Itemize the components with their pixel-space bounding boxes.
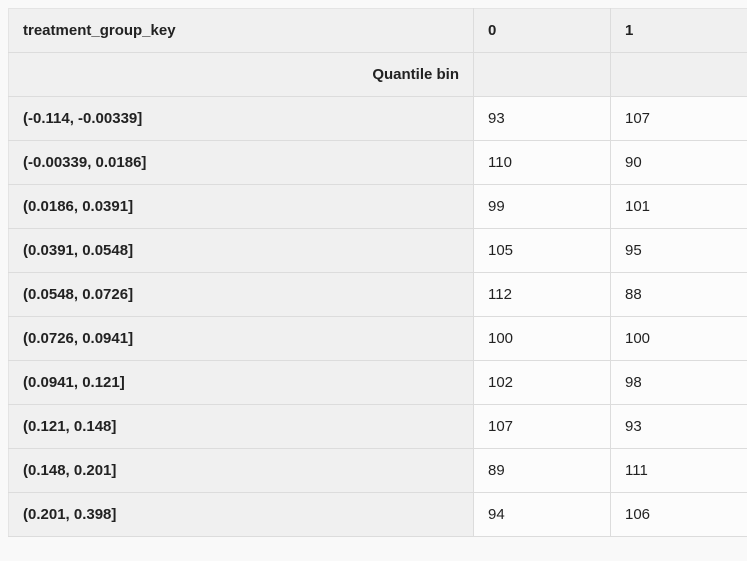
table-cell: 106 bbox=[610, 492, 747, 537]
table-row: (0.0941, 0.121] 102 98 bbox=[8, 360, 747, 405]
row-label: (0.0941, 0.121] bbox=[8, 360, 474, 405]
table-cell: 95 bbox=[610, 228, 747, 273]
table-cell: 101 bbox=[610, 184, 747, 229]
row-label: (0.121, 0.148] bbox=[8, 404, 474, 449]
table-cell: 102 bbox=[473, 360, 611, 405]
table-header: treatment_group_key 0 1 Quantile bin bbox=[8, 8, 747, 97]
table-cell: 89 bbox=[473, 448, 611, 493]
dataframe-container: treatment_group_key 0 1 Quantile bin (-0… bbox=[8, 8, 747, 537]
table-cell: 94 bbox=[473, 492, 611, 537]
row-label: (-0.114, -0.00339] bbox=[8, 96, 474, 141]
table-cell: 110 bbox=[473, 140, 611, 185]
index-header-row: Quantile bin bbox=[8, 52, 747, 97]
table-cell: 93 bbox=[610, 404, 747, 449]
row-label: (0.0548, 0.0726] bbox=[8, 272, 474, 317]
table-row: (0.148, 0.201] 89 111 bbox=[8, 448, 747, 493]
column-header-0: 0 bbox=[473, 8, 611, 53]
column-header-1: 1 bbox=[610, 8, 747, 53]
row-label: (0.0186, 0.0391] bbox=[8, 184, 474, 229]
table-row: (0.121, 0.148] 107 93 bbox=[8, 404, 747, 449]
table-cell: 107 bbox=[610, 96, 747, 141]
row-label: (0.0391, 0.0548] bbox=[8, 228, 474, 273]
table-cell: 100 bbox=[610, 316, 747, 361]
table-cell: 98 bbox=[610, 360, 747, 405]
index-header-blank bbox=[473, 52, 611, 97]
table-cell: 111 bbox=[610, 448, 747, 493]
table-row: (0.0548, 0.0726] 112 88 bbox=[8, 272, 747, 317]
row-label: (0.0726, 0.0941] bbox=[8, 316, 474, 361]
table-row: (-0.114, -0.00339] 93 107 bbox=[8, 96, 747, 141]
index-header-blank bbox=[610, 52, 747, 97]
table-cell: 88 bbox=[610, 272, 747, 317]
dataframe-table: treatment_group_key 0 1 Quantile bin (-0… bbox=[8, 8, 747, 537]
row-label: (0.201, 0.398] bbox=[8, 492, 474, 537]
table-row: (0.201, 0.398] 94 106 bbox=[8, 492, 747, 537]
index-name: Quantile bin bbox=[8, 52, 474, 97]
table-cell: 105 bbox=[473, 228, 611, 273]
table-row: (0.0726, 0.0941] 100 100 bbox=[8, 316, 747, 361]
table-cell: 93 bbox=[473, 96, 611, 141]
table-row: (0.0391, 0.0548] 105 95 bbox=[8, 228, 747, 273]
table-cell: 99 bbox=[473, 184, 611, 229]
table-row: (-0.00339, 0.0186] 110 90 bbox=[8, 140, 747, 185]
row-label: (0.148, 0.201] bbox=[8, 448, 474, 493]
table-cell: 112 bbox=[473, 272, 611, 317]
table-row: (0.0186, 0.0391] 99 101 bbox=[8, 184, 747, 229]
row-label: (-0.00339, 0.0186] bbox=[8, 140, 474, 185]
table-cell: 107 bbox=[473, 404, 611, 449]
columns-header-name: treatment_group_key bbox=[8, 8, 474, 53]
table-cell: 100 bbox=[473, 316, 611, 361]
column-header-row: treatment_group_key 0 1 bbox=[8, 8, 747, 53]
table-cell: 90 bbox=[610, 140, 747, 185]
table-body: (-0.114, -0.00339] 93 107 (-0.00339, 0.0186… bbox=[8, 96, 747, 537]
